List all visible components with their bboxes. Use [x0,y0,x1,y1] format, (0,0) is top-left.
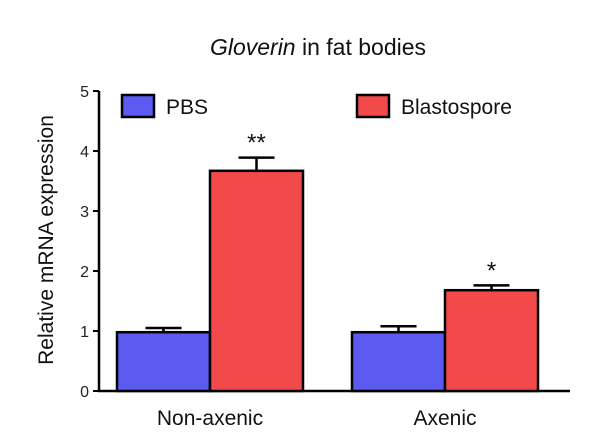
bar-blastospore-axenic [443,288,540,393]
bar-pbs-axenic [350,330,447,393]
x-category-label: Non-axenic [157,407,263,430]
y-tick-label: 3 [80,204,89,221]
y-tick-label: 4 [80,144,89,161]
y-axis-label: Relative mRNA expression [35,115,58,365]
legend-swatch-pbs [120,93,156,119]
legend-swatch-blastospore [355,93,391,119]
x-category-label: Axenic [413,407,476,430]
chart-title-rest: in fat bodies [296,34,426,60]
chart-title: Gloverin in fat bodies [210,34,426,60]
legend-label-pbs: PBS [166,96,208,119]
y-tick-label: 5 [80,84,89,101]
bar-blastospore-non-axenic [208,169,305,393]
chart-title-italic: Gloverin [210,34,296,60]
legend-label-blastospore: Blastospore [401,96,512,119]
bar-pbs-non-axenic [115,330,212,393]
y-tick-label: 1 [80,324,89,341]
significance-marker: ** [247,130,266,157]
legend: PBS Blastospore [120,93,512,119]
significance-marker: * [487,257,496,284]
y-tick-label: 0 [80,384,89,401]
bars: ** Non-axenic * Axenic [115,130,540,430]
y-tick-label: 2 [80,264,89,281]
